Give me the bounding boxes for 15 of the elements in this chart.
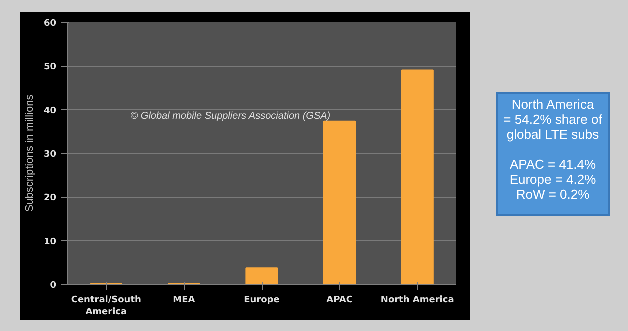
x-tick-label: Europe xyxy=(244,296,280,306)
y-tick-label: 40 xyxy=(44,106,57,116)
y-tick-label: 60 xyxy=(44,19,57,29)
x-tick-label: APAC xyxy=(326,296,354,306)
y-axis-title: Subscriptions in millions xyxy=(24,94,36,212)
y-tick-label: 30 xyxy=(44,150,57,160)
y-tick-label: 10 xyxy=(44,237,57,248)
annotation: © Global mobile Suppliers Association (GSA) xyxy=(130,111,331,122)
y-tick-label: 20 xyxy=(44,194,57,204)
x-tick-label: MEA xyxy=(173,296,196,306)
y-tick-label: 50 xyxy=(44,62,57,73)
x-tick-label: North America xyxy=(380,296,454,306)
x-tick-label: Central/South America xyxy=(71,296,142,318)
text: North America = 54.2% share of global LTE subs APAC = 41.4% Europe = 4.2% RoW = 0.2% xyxy=(504,97,602,203)
y-tick-label: 0 xyxy=(50,281,57,291)
